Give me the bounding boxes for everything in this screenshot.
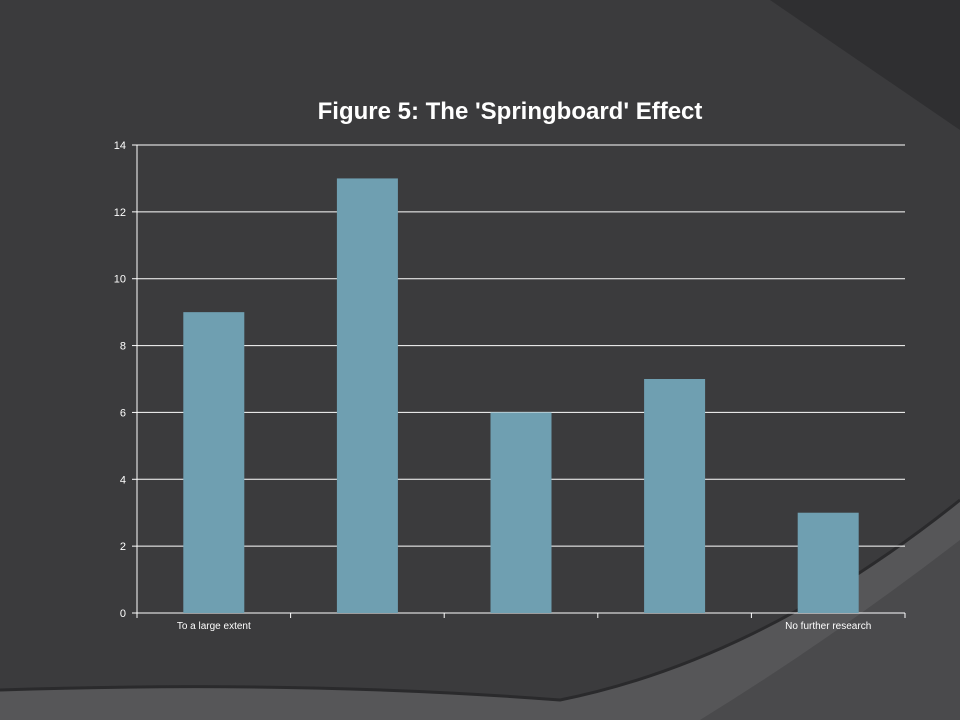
bars	[183, 178, 859, 613]
y-tick-label: 6	[120, 407, 126, 419]
y-tick-label: 12	[114, 207, 126, 219]
bar	[336, 178, 398, 613]
chart-title: Figure 5: The 'Springboard' Effect	[317, 98, 703, 125]
y-tick-label: 2	[120, 541, 126, 553]
x-tick-label: To a large extent	[177, 621, 251, 632]
gridlines	[137, 144, 905, 547]
y-tick-label: 4	[120, 474, 126, 486]
y-tick-label: 10	[114, 274, 126, 286]
y-tick-label: 8	[120, 341, 126, 353]
y-tick-label: 0	[120, 608, 126, 620]
x-tick-label: No further research	[785, 621, 871, 632]
y-tick-label: 14	[114, 140, 126, 152]
bar	[183, 312, 245, 613]
bar	[644, 379, 706, 613]
background-arc-bottom	[0, 500, 960, 720]
background-band-bottom-right	[700, 540, 960, 720]
background-arc-top-right	[770, 0, 960, 130]
axis-labels: 0 2 4 6 8 10 12 14 To a large extent No further r…	[114, 140, 872, 632]
bar	[490, 412, 552, 613]
bar	[797, 512, 859, 613]
